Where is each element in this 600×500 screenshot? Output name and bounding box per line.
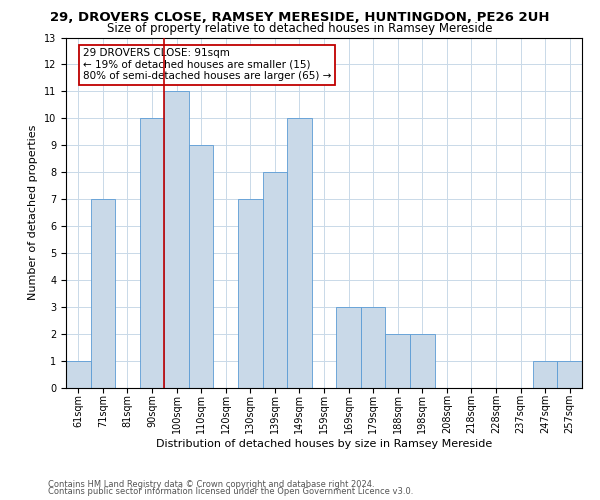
Bar — [189, 145, 214, 388]
Bar — [66, 360, 91, 388]
Text: Contains HM Land Registry data © Crown copyright and database right 2024.: Contains HM Land Registry data © Crown c… — [48, 480, 374, 489]
Bar — [287, 118, 312, 388]
Text: 29, DROVERS CLOSE, RAMSEY MERESIDE, HUNTINGDON, PE26 2UH: 29, DROVERS CLOSE, RAMSEY MERESIDE, HUNT… — [50, 11, 550, 24]
Bar — [385, 334, 410, 388]
Text: Size of property relative to detached houses in Ramsey Mereside: Size of property relative to detached ho… — [107, 22, 493, 35]
Bar — [140, 118, 164, 388]
X-axis label: Distribution of detached houses by size in Ramsey Mereside: Distribution of detached houses by size … — [156, 439, 492, 449]
Text: Contains public sector information licensed under the Open Government Licence v3: Contains public sector information licen… — [48, 487, 413, 496]
Bar — [533, 360, 557, 388]
Bar — [557, 360, 582, 388]
Bar — [361, 306, 385, 388]
Bar — [238, 199, 263, 388]
Text: 29 DROVERS CLOSE: 91sqm
← 19% of detached houses are smaller (15)
80% of semi-de: 29 DROVERS CLOSE: 91sqm ← 19% of detache… — [83, 48, 331, 82]
Bar — [263, 172, 287, 388]
Bar — [336, 306, 361, 388]
Y-axis label: Number of detached properties: Number of detached properties — [28, 125, 38, 300]
Bar — [164, 92, 189, 388]
Bar — [91, 199, 115, 388]
Bar — [410, 334, 434, 388]
